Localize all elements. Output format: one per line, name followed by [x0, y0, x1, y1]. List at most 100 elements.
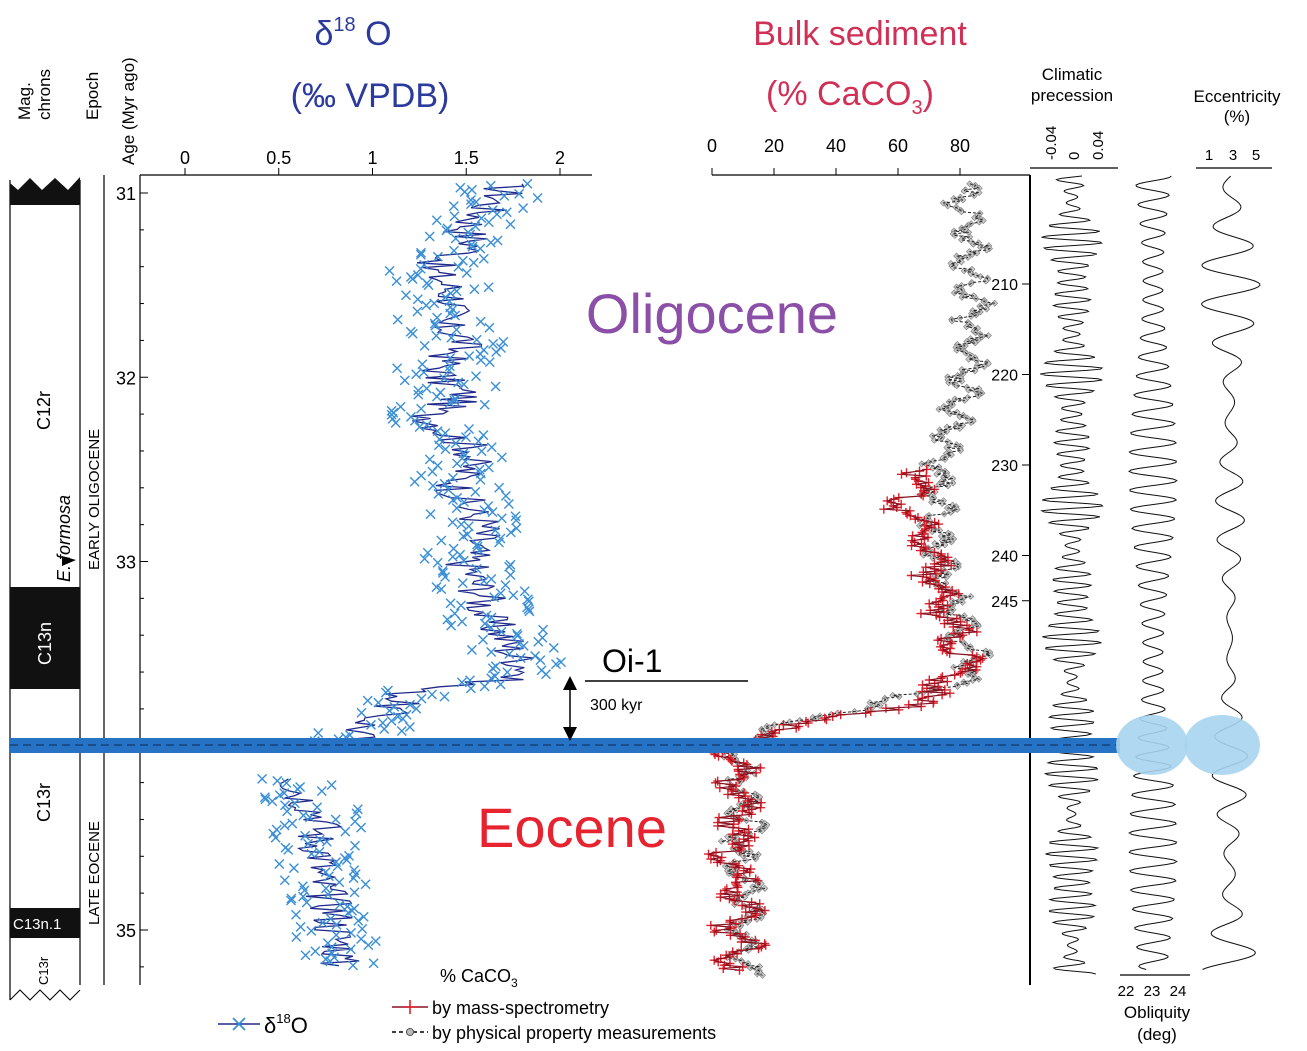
d18o-point: [495, 679, 506, 690]
d18o-point: [470, 221, 481, 232]
d18o-point: [490, 661, 501, 672]
d18o-point: [466, 184, 477, 195]
d18o-point: [312, 802, 323, 813]
d18o-point: [518, 203, 529, 214]
precession-tick-neg: -0.04: [1043, 126, 1060, 160]
d18o-point: [448, 472, 458, 483]
d18o-point: [407, 274, 418, 284]
bulk-x-tick-label: 20: [764, 136, 784, 156]
d18o-point: [541, 669, 551, 680]
d18o-point: [533, 636, 544, 647]
d18o-point: [346, 927, 356, 938]
d18o-point: [447, 551, 458, 562]
d18o-point: [471, 371, 481, 382]
label-300kyr: 300 kyr: [590, 697, 643, 714]
d18o-point: [348, 960, 358, 971]
bulk-title-pre: (% CaCO: [766, 75, 911, 113]
d18o-point: [353, 915, 364, 926]
d18o-point: [397, 713, 408, 724]
d18o-point: [416, 247, 426, 258]
kyr-arrow-down-icon: [563, 727, 577, 741]
legend: δ18O % CaCO3 by mass-spectrometry by phy…: [218, 966, 716, 1043]
d18o-point: [449, 211, 460, 222]
d18o-point: [535, 655, 546, 666]
legend-mass-spec-marker-icon: [403, 1000, 417, 1014]
d18o-point: [450, 233, 461, 244]
d18o-point: [429, 318, 440, 329]
bulk-x-tick-label: 40: [826, 136, 846, 156]
d18o-title-line2: (‰ VPDB): [291, 77, 450, 115]
d18o-point: [283, 844, 294, 855]
physprop-point: [771, 721, 778, 729]
d18o-point: [349, 887, 360, 898]
d18o-point: [348, 873, 359, 884]
d18o-point: [457, 578, 468, 589]
eccentricity-curve: [1201, 175, 1261, 970]
d18o-point: [478, 634, 488, 645]
d18o-point: [471, 563, 482, 574]
d18o-point: [444, 397, 455, 408]
legend-caco3-title: % CaCO3: [440, 966, 518, 990]
d18o-point: [341, 855, 352, 865]
obliquity-tick-23: 23: [1144, 983, 1161, 1000]
d18o-point: [416, 403, 427, 414]
d18o-point: [412, 270, 423, 280]
obliquity-title-1: Obliquity: [1124, 1003, 1191, 1022]
d18o-point: [461, 268, 472, 278]
d18o-point: [440, 572, 451, 582]
d18o-point: [412, 294, 423, 305]
bulk-title-sub: 3: [912, 97, 923, 119]
d18o-point: [289, 798, 300, 809]
d18o-point: [460, 456, 471, 467]
d18o-point: [436, 535, 447, 546]
d18o-point: [439, 691, 450, 702]
chron-label-c12r: C12r: [34, 391, 54, 430]
eccentricity-tick-3: 3: [1229, 147, 1237, 164]
d18o-point: [351, 808, 362, 819]
d18o-point: [439, 478, 450, 489]
d18o-point: [325, 956, 336, 967]
d18o-point: [522, 178, 533, 189]
marker-e-formosa: E. formosa: [54, 495, 74, 582]
d18o-point: [523, 604, 534, 615]
precession-title-2: precession: [1031, 86, 1113, 105]
precession-axis: -0.04 0 0.04: [1030, 126, 1118, 169]
d18o-point: [475, 316, 486, 327]
precession-curve: [1040, 175, 1104, 975]
d18o-point: [432, 557, 443, 568]
d18o-point: [455, 549, 466, 560]
d18o-point: [321, 836, 332, 847]
left-strip: Mag. chrons Epoch Age (Myr ago) C12r C13…: [9, 57, 138, 1001]
d18o-series: [257, 178, 566, 971]
d18o-point: [444, 365, 455, 376]
d18o-point: [512, 630, 523, 641]
d18o-point: [478, 430, 489, 441]
d18o-point: [463, 521, 474, 532]
d18o-point: [407, 328, 418, 339]
d18o-point: [399, 375, 410, 386]
header-mag-chrons-2: chrons: [35, 69, 54, 120]
d18o-point: [483, 282, 494, 293]
d18o-point: [392, 314, 403, 325]
d18o-point: [331, 930, 342, 940]
eccentricity-tick-1: 1: [1205, 147, 1213, 164]
d18o-point: [257, 773, 268, 784]
d18o-title-o: O: [356, 15, 392, 53]
bulk-title-post: ): [923, 75, 934, 113]
d18o-point: [486, 442, 497, 453]
d18o-point: [468, 257, 479, 268]
physprop-point: [724, 833, 731, 841]
d18o-point: [519, 586, 530, 597]
d18o-point: [496, 626, 507, 637]
bulk-title-line2: (% CaCO3): [766, 75, 934, 119]
legend-d18o-delta: δ: [264, 1013, 276, 1038]
d18o-point: [448, 201, 459, 212]
d18o-point: [466, 644, 477, 655]
d18o-point: [484, 357, 495, 368]
physprop-point: [933, 470, 941, 478]
d18o-point: [524, 606, 535, 617]
d18o-point: [417, 359, 428, 370]
depth-tick-label: 230: [991, 458, 1018, 475]
d18o-point: [471, 197, 482, 207]
d18o-point: [511, 515, 522, 526]
